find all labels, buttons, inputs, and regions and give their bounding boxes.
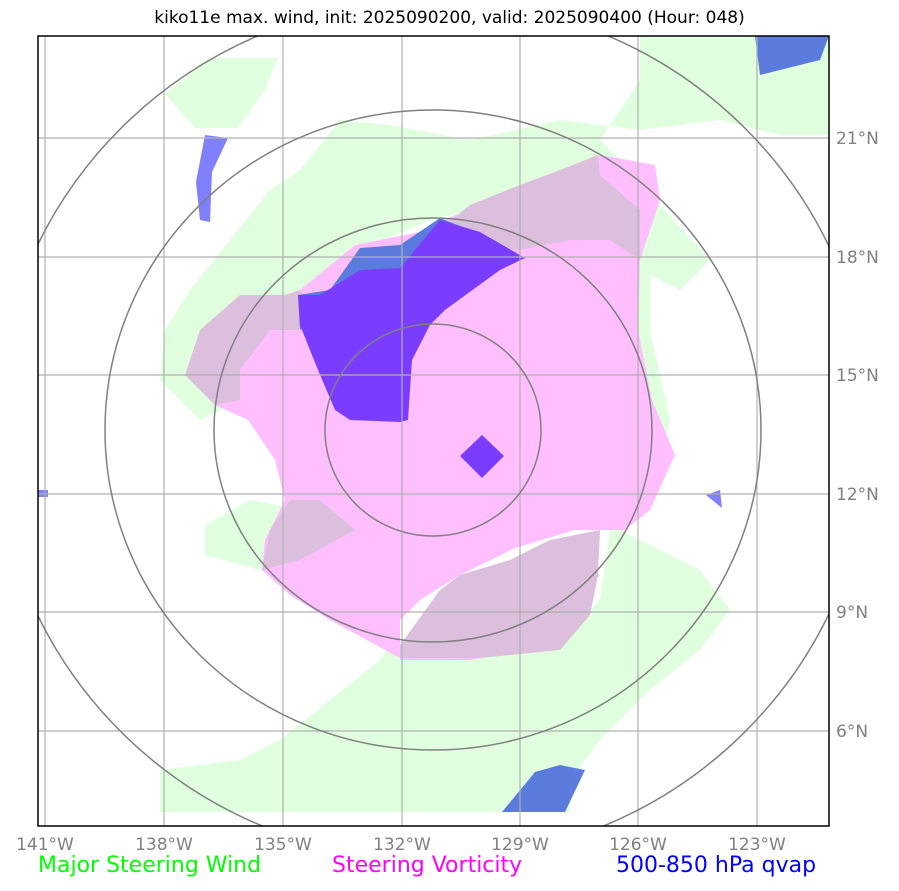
- lat-label: 21°N: [836, 129, 879, 149]
- plot-frame: [37, 35, 830, 827]
- overlap-region: [400, 530, 600, 658]
- lon-label: 132°W: [373, 835, 431, 855]
- qvap-region: [706, 490, 722, 508]
- qvap-region: [196, 135, 228, 222]
- lat-label: 12°N: [836, 485, 879, 505]
- lon-label: 141°W: [16, 835, 74, 855]
- lat-label: 15°N: [836, 366, 879, 386]
- lat-label: 9°N: [836, 603, 868, 623]
- overlap-region: [440, 155, 640, 260]
- lon-label: 138°W: [135, 835, 193, 855]
- lon-label: 126°W: [609, 835, 667, 855]
- overlap-region: [185, 290, 320, 405]
- lat-label: 18°N: [836, 248, 879, 268]
- lon-label: 123°W: [728, 835, 786, 855]
- range-ring: [213, 217, 653, 643]
- range-ring: [104, 109, 762, 751]
- overlap-region: [262, 500, 355, 570]
- qvap-core-region: [460, 435, 504, 478]
- range-ring: [324, 323, 542, 537]
- legend-qvap: 500-850 hPa qvap: [616, 853, 817, 878]
- qvap-core-region: [298, 220, 525, 422]
- qvap-region: [755, 36, 829, 75]
- legend-steering-wind: Major Steering Wind: [38, 853, 262, 878]
- legend-steering-vorticity: Steering Vorticity: [332, 853, 523, 878]
- qvap-region: [502, 765, 585, 812]
- steering-wind-region: [165, 58, 278, 128]
- lon-label: 129°W: [491, 835, 549, 855]
- lat-label: 6°N: [836, 722, 868, 742]
- map-title: kiko11e max. wind, init: 2025090200, val…: [154, 8, 745, 28]
- lon-label: 135°W: [254, 835, 312, 855]
